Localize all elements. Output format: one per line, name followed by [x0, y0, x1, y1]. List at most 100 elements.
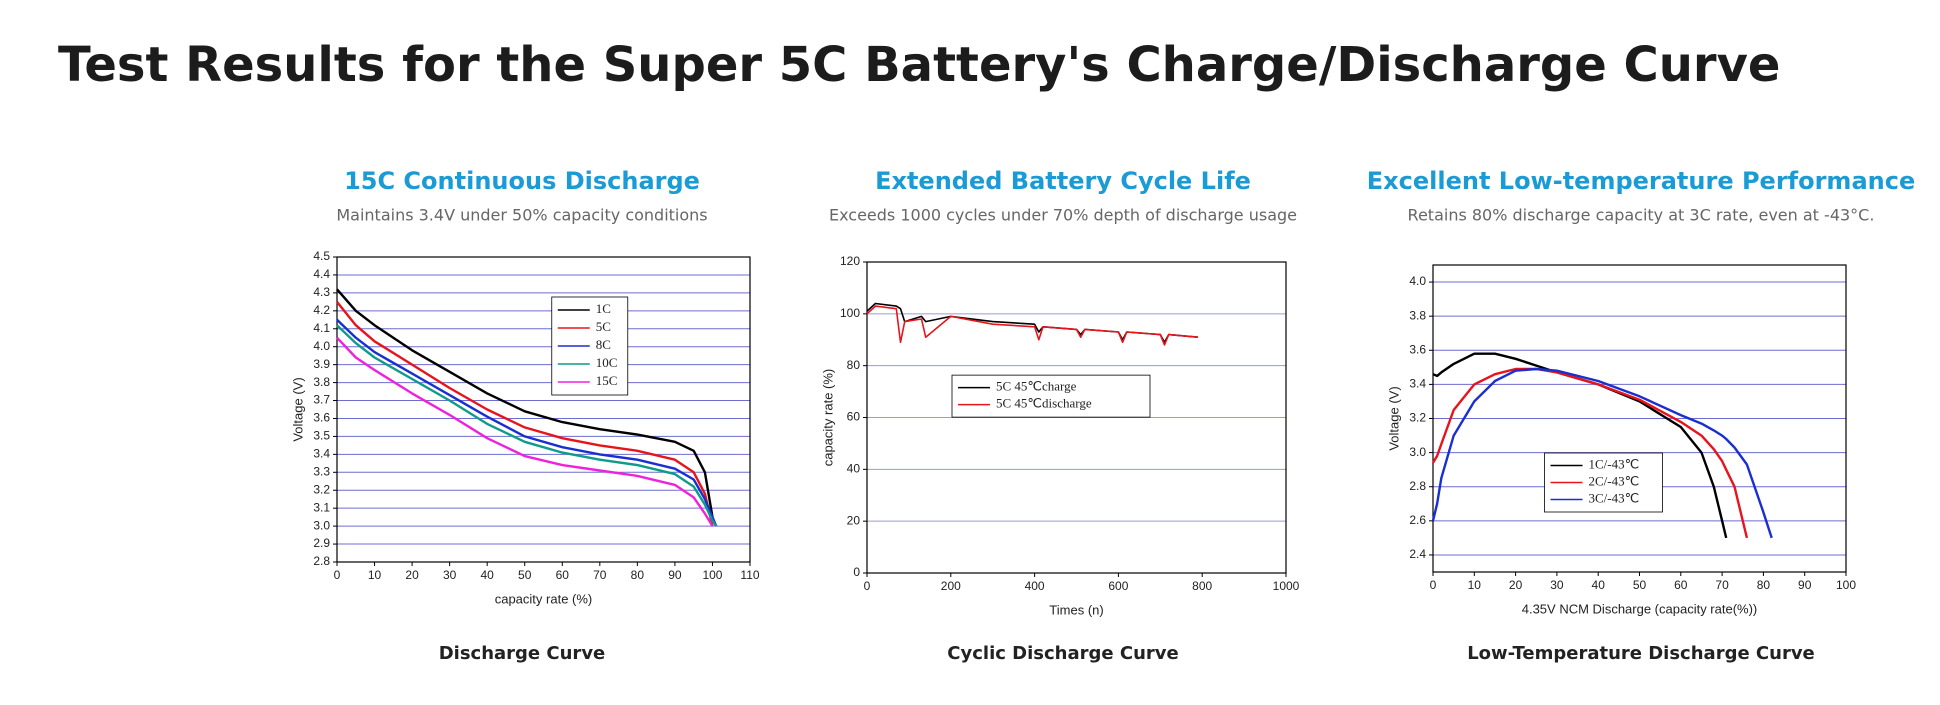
- chart-subtitle: Maintains 3.4V under 50% capacity condit…: [336, 206, 707, 225]
- chart-caption: Cyclic Discharge Curve: [947, 643, 1178, 664]
- x-tick-label: 200: [941, 579, 961, 593]
- chart-heading: Extended Battery Cycle Life: [875, 167, 1251, 195]
- y-tick-label: 2.4: [1409, 547, 1426, 561]
- plot-frame: [866, 261, 1287, 574]
- x-tick-label: 70: [593, 568, 607, 582]
- chart-heading: Excellent Low-temperature Performance: [1367, 167, 1915, 195]
- legend-label: 5C 45℃charge: [996, 379, 1077, 394]
- y-tick-label: 3.3: [313, 464, 330, 478]
- x-tick-label: 10: [368, 568, 382, 582]
- x-axis-label: 4.35V NCM Discharge (capacity rate(%)): [1522, 601, 1758, 616]
- legend-label: 8C: [596, 337, 611, 352]
- x-tick-label: 30: [443, 568, 457, 582]
- x-axis-label: capacity rate (%): [495, 591, 593, 606]
- plot-area: [337, 257, 750, 562]
- y-axis-label: Voltage (V): [1386, 386, 1401, 450]
- series-line: [336, 301, 714, 527]
- y-tick-label: 3.2: [1409, 411, 1426, 425]
- y-tick-label: 2.9: [313, 536, 330, 550]
- legend-label: 1C: [596, 301, 611, 316]
- x-tick-label: 400: [1025, 579, 1045, 593]
- y-tick-label: 4.5: [313, 249, 330, 263]
- x-tick-label: 20: [1509, 578, 1523, 592]
- x-tick-label: 30: [1550, 578, 1564, 592]
- series-line: [1431, 367, 1773, 539]
- y-tick-label: 4.0: [313, 339, 330, 353]
- y-tick-label: 3.8: [313, 375, 330, 389]
- y-tick-label: 4.2: [313, 303, 330, 317]
- x-tick-label: 100: [702, 568, 722, 582]
- y-tick-label: 4.1: [313, 321, 330, 335]
- x-axis-label: Times (n): [1049, 602, 1103, 617]
- x-tick-label: 60: [556, 568, 570, 582]
- x-tick-label: 40: [481, 568, 495, 582]
- y-axis-label: capacity rate (%): [820, 369, 835, 467]
- chart-caption: Low-Temperature Discharge Curve: [1467, 643, 1815, 664]
- y-tick-label: 3.6: [313, 411, 330, 425]
- y-tick-label: 3.7: [313, 393, 330, 407]
- y-tick-label: 4.0: [1409, 274, 1426, 288]
- legend-label: 15C: [596, 373, 618, 388]
- y-tick-label: 3.1: [313, 500, 330, 514]
- plot-frame: [1432, 264, 1847, 573]
- y-tick-label: 4.3: [313, 285, 330, 299]
- series-line: [336, 318, 718, 527]
- y-tick-label: 100: [840, 306, 860, 320]
- legend-box: [951, 374, 1151, 418]
- x-tick-label: 0: [864, 579, 871, 593]
- y-tick-label: 3.0: [1409, 445, 1426, 459]
- plot-frame: [336, 256, 751, 563]
- chart-subtitle: Exceeds 1000 cycles under 70% depth of d…: [829, 206, 1297, 225]
- x-tick-label: 40: [1592, 578, 1606, 592]
- series-line: [336, 324, 718, 527]
- x-tick-label: 1000: [1273, 579, 1300, 593]
- x-tick-label: 10: [1468, 578, 1482, 592]
- legend-label: 3C/-43℃: [1589, 490, 1640, 505]
- y-tick-label: 60: [847, 410, 861, 424]
- y-tick-label: 80: [847, 358, 861, 372]
- y-tick-label: 3.2: [313, 482, 330, 496]
- series-line: [1431, 367, 1749, 539]
- y-tick-label: 3.0: [313, 518, 330, 532]
- x-tick-label: 50: [1633, 578, 1647, 592]
- legend-label: 5C: [596, 319, 611, 334]
- x-tick-label: 0: [334, 568, 341, 582]
- chart-heading: 15C Continuous Discharge: [344, 167, 700, 195]
- x-tick-label: 0: [1430, 578, 1437, 592]
- y-tick-label: 2.8: [313, 554, 330, 568]
- x-tick-label: 50: [518, 568, 532, 582]
- y-tick-label: 3.9: [313, 357, 330, 371]
- y-tick-label: 120: [840, 254, 860, 268]
- x-tick-label: 20: [405, 568, 419, 582]
- y-tick-label: 3.4: [1409, 377, 1426, 391]
- y-tick-label: 2.8: [1409, 479, 1426, 493]
- x-tick-label: 70: [1715, 578, 1729, 592]
- x-tick-label: 60: [1674, 578, 1688, 592]
- x-tick-label: 80: [631, 568, 645, 582]
- x-tick-label: 90: [1798, 578, 1812, 592]
- x-tick-label: 110: [740, 568, 759, 582]
- series-line: [866, 305, 1199, 346]
- x-tick-label: 100: [1836, 578, 1856, 592]
- y-tick-label: 20: [847, 513, 861, 527]
- legend-label: 1C/-43℃: [1589, 456, 1640, 471]
- y-axis-label: Voltage (V): [290, 377, 305, 441]
- legend-label: 2C/-43℃: [1589, 473, 1640, 488]
- series-line: [336, 336, 714, 527]
- y-tick-label: 3.5: [313, 429, 330, 443]
- x-tick-label: 800: [1192, 579, 1212, 593]
- legend-label: 10C: [596, 355, 618, 370]
- chart-caption: Discharge Curve: [439, 643, 606, 664]
- y-tick-label: 3.6: [1409, 342, 1426, 356]
- x-tick-label: 90: [668, 568, 682, 582]
- y-tick-label: 3.8: [1409, 308, 1426, 322]
- y-tick-label: 3.4: [313, 447, 330, 461]
- legend-label: 5C 45℃discharge: [996, 396, 1092, 411]
- y-tick-label: 2.6: [1409, 513, 1426, 527]
- y-tick-label: 40: [847, 462, 861, 476]
- series-line: [336, 288, 714, 518]
- y-tick-label: 4.4: [313, 267, 330, 281]
- page-title: Test Results for the Super 5C Battery's …: [58, 37, 1780, 93]
